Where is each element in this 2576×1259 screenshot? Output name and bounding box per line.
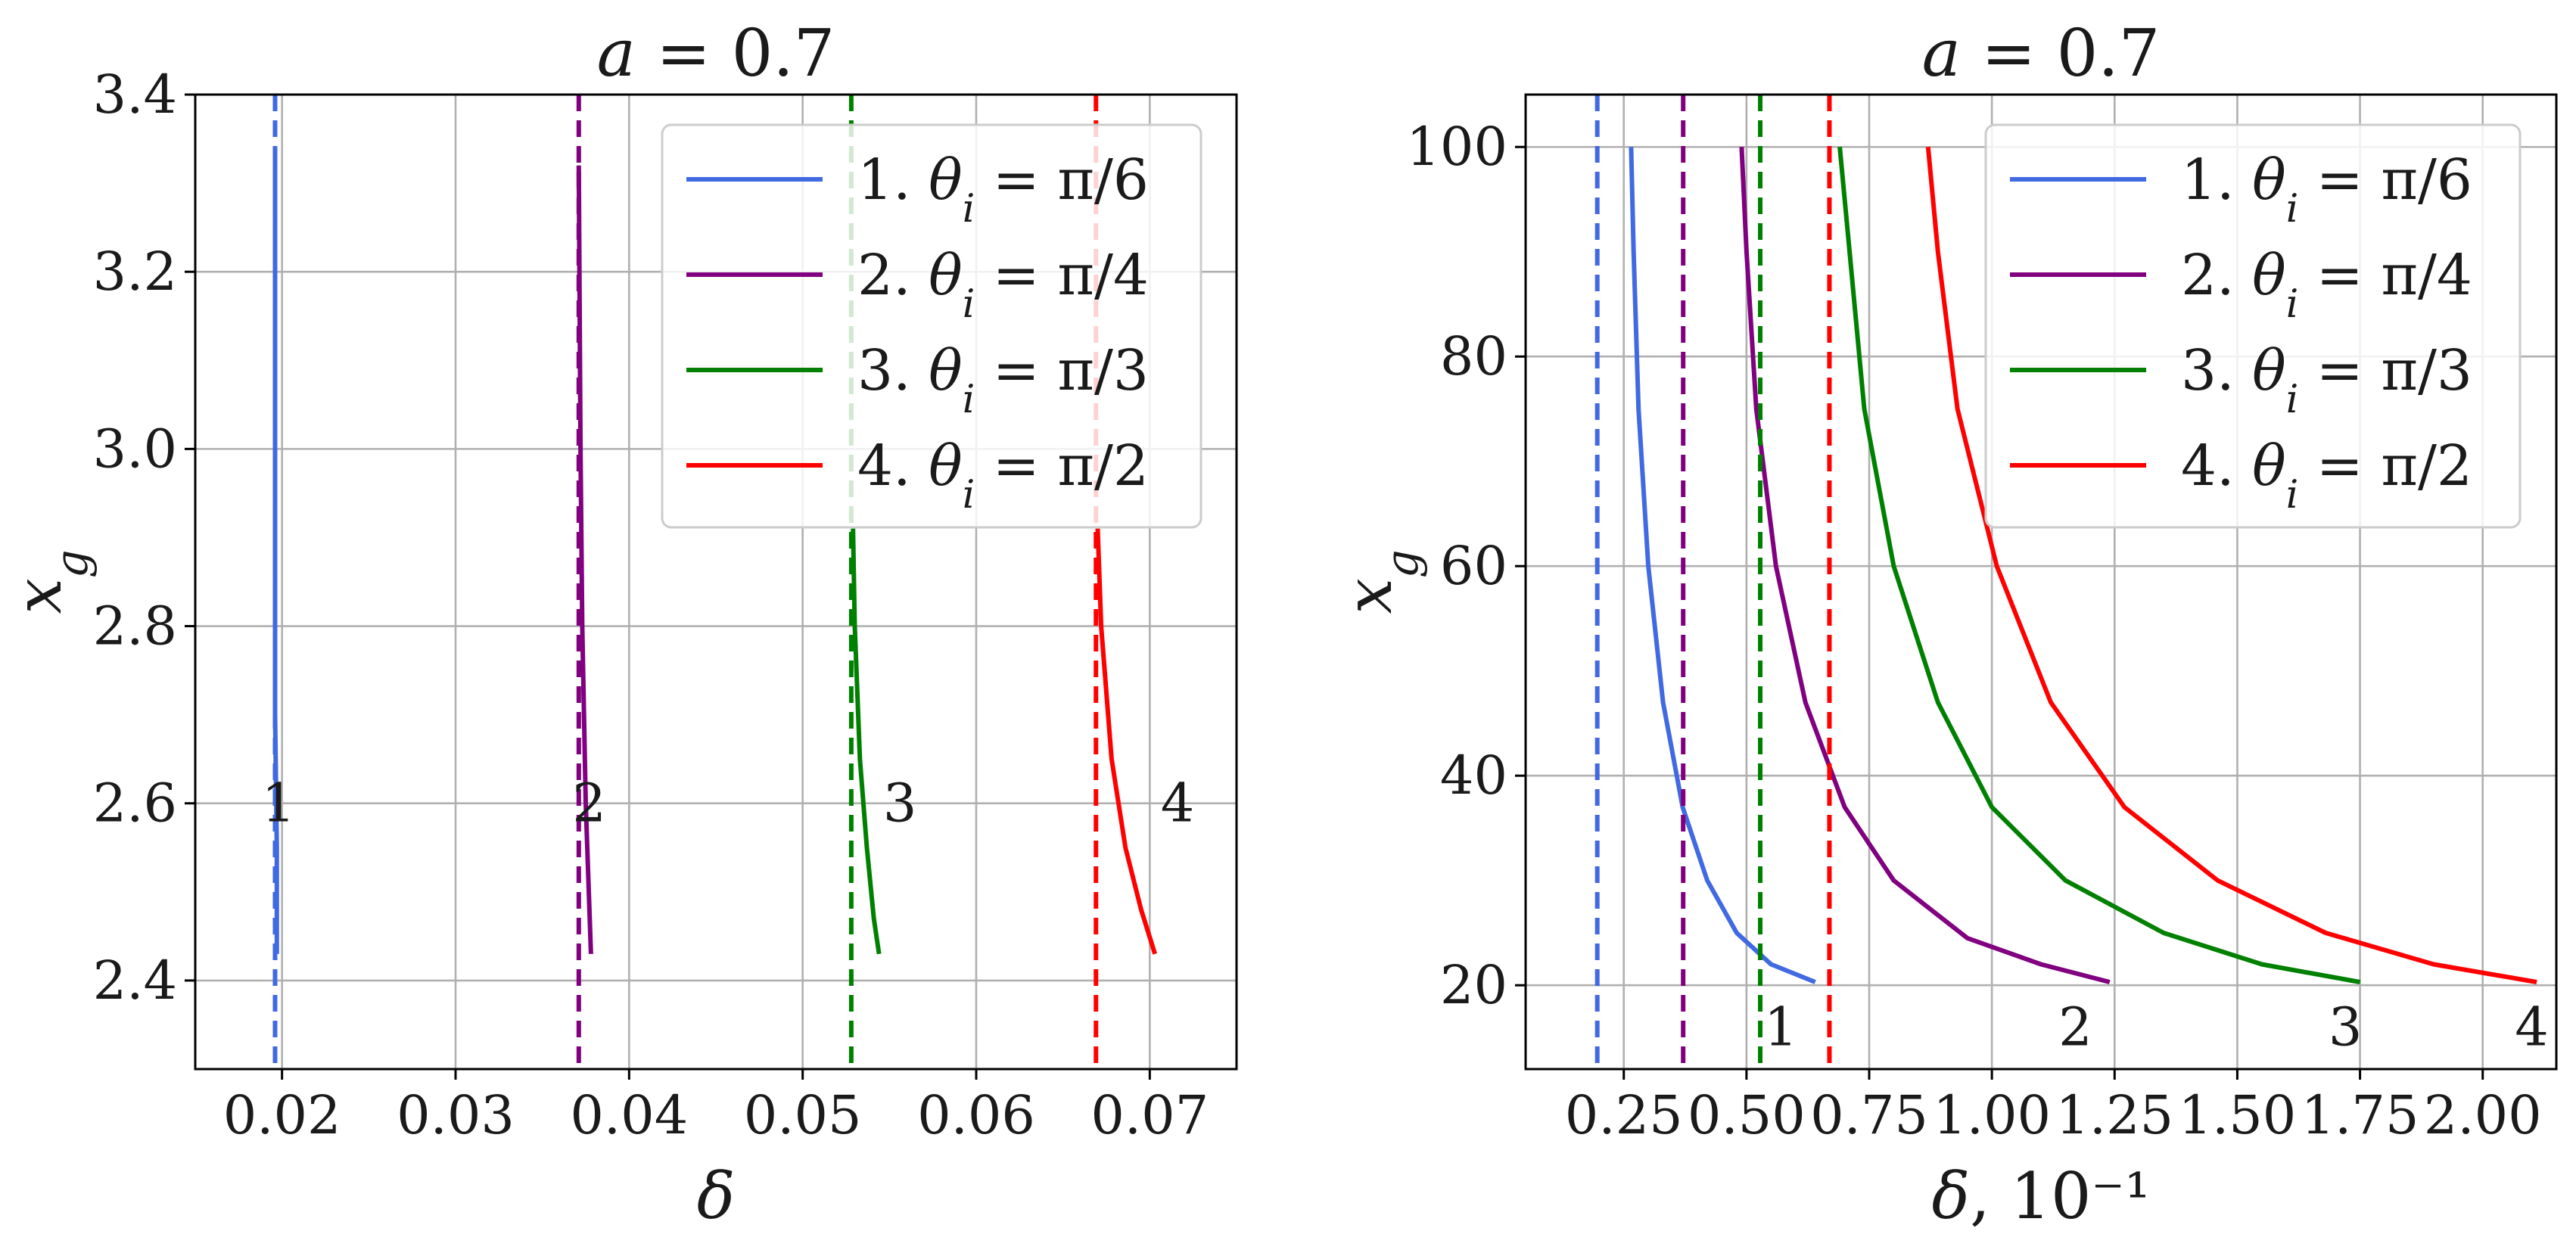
legend-entry-2: 2. θi = π/4 <box>857 243 1149 327</box>
x-tick-label: 0.07 <box>1090 1084 1209 1146</box>
legend-entry-3: 3. θi = π/3 <box>2181 338 2472 422</box>
x-axis-label: δ <box>697 1159 736 1233</box>
series-line-2 <box>1739 147 2111 984</box>
x-tick-label: 1.50 <box>2178 1084 2296 1146</box>
legend: 1. θi = π/6 2. θi = π/4 3. θi = π/3 4. θi =… <box>1984 123 2522 529</box>
curve-label-3: 3 <box>883 772 917 835</box>
x-tick-label: 0.50 <box>1688 1084 1806 1146</box>
x-tick-label: 0.06 <box>917 1084 1035 1146</box>
x-tick-label: 0.75 <box>1810 1084 1928 1146</box>
x-tick-label: 1.00 <box>1933 1084 2051 1146</box>
chart-panel-1: 0.02 0.03 0.04 0.05 0.06 0.07 2.4 2.6 2.8 3.0 3.2 3… <box>2 16 1238 1233</box>
legend-entry-4: 4. θi = π/2 <box>857 434 1149 518</box>
series-line-1 <box>272 148 279 954</box>
curve-label-3: 3 <box>2329 996 2363 1058</box>
x-tick-label: 0.02 <box>223 1084 341 1146</box>
legend-entry-1: 1. θi = π/6 <box>2181 148 2472 232</box>
chart-panel-2: 0.25 0.50 0.75 1.00 1.25 1.50 1.75 2.00 20 40 60 80… <box>1332 16 2558 1233</box>
legend-box <box>661 123 1202 529</box>
y-tick-label: 40 <box>1440 745 1507 807</box>
x-tick-label: 1.75 <box>2301 1084 2419 1146</box>
series-line-2 <box>576 165 593 954</box>
x-tick-label: 0.04 <box>570 1084 688 1146</box>
legend: 1. θi = π/6 2. θi = π/4 3. θi = π/3 4. θi =… <box>661 123 1202 529</box>
plot-area <box>272 95 1158 1069</box>
y-tick-label: 3.4 <box>93 64 177 126</box>
plot-area <box>1594 95 2537 1069</box>
y-tick-label: 80 <box>1440 325 1507 387</box>
curve-label-4: 4 <box>2515 996 2549 1058</box>
series-line-4 <box>1095 528 1158 955</box>
chart-title: a = 0.7 <box>1922 16 2161 92</box>
legend-entry-3: 3. θi = π/3 <box>857 338 1149 422</box>
chart-title: a = 0.7 <box>597 16 835 92</box>
curve-label-2: 2 <box>2058 996 2092 1058</box>
series-line-1 <box>1629 147 1816 984</box>
y-tick-label: 3.2 <box>93 241 177 303</box>
curve-label-4: 4 <box>1161 772 1195 835</box>
x-tick-label: 0.25 <box>1565 1084 1683 1146</box>
curve-label-2: 2 <box>572 772 606 835</box>
x-tick-label: 0.05 <box>744 1084 862 1146</box>
legend-entry-2: 2. θi = π/4 <box>2181 243 2472 327</box>
legend-entry-1: 1. θi = π/6 <box>857 148 1149 232</box>
plot-frame <box>194 93 1238 1071</box>
x-tick-label: 0.03 <box>397 1084 515 1146</box>
y-tick-label: 20 <box>1440 954 1507 1016</box>
y-tick-label: 100 <box>1406 116 1507 178</box>
legend-entry-4: 4. θi = π/2 <box>2181 434 2472 518</box>
legend-box <box>1984 123 2522 529</box>
curve-label-1: 1 <box>1764 996 1798 1058</box>
series-line-3 <box>851 528 882 955</box>
x-axis-label: δ, 10⁻¹ <box>1932 1159 2151 1233</box>
x-tick-label: 1.25 <box>2055 1084 2173 1146</box>
y-tick-label: 2.6 <box>93 772 177 835</box>
curve-label-1: 1 <box>262 772 296 835</box>
plot-frame <box>1524 93 2558 1071</box>
x-tick-label: 2.00 <box>2424 1084 2542 1146</box>
y-tick-label: 60 <box>1440 535 1507 597</box>
y-tick-label: 3.0 <box>93 418 177 480</box>
y-axis-label: xg <box>2 549 98 614</box>
y-tick-label: 2.8 <box>93 595 177 657</box>
y-axis-label: xg <box>1332 549 1428 614</box>
series-line-3 <box>1837 146 2361 984</box>
series-line-4 <box>1925 146 2537 984</box>
y-tick-label: 2.4 <box>93 950 177 1012</box>
